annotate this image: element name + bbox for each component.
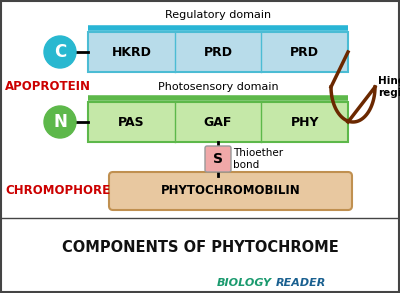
- Text: Photosensory domain: Photosensory domain: [158, 82, 278, 92]
- Text: Regulatory domain: Regulatory domain: [165, 10, 271, 20]
- Text: CHROMOPHORE: CHROMOPHORE: [5, 185, 110, 197]
- Text: HKRD: HKRD: [111, 45, 151, 59]
- Text: BIOLOGY: BIOLOGY: [217, 278, 272, 288]
- Circle shape: [44, 36, 76, 68]
- Text: S: S: [213, 152, 223, 166]
- Text: PHYTOCHROMOBILIN: PHYTOCHROMOBILIN: [161, 185, 300, 197]
- Text: PRD: PRD: [204, 45, 232, 59]
- Text: APOPROTEIN: APOPROTEIN: [5, 81, 91, 93]
- Text: C: C: [54, 43, 66, 61]
- Text: PHY: PHY: [290, 115, 319, 129]
- Circle shape: [44, 106, 76, 138]
- FancyBboxPatch shape: [88, 102, 348, 142]
- FancyBboxPatch shape: [205, 146, 231, 172]
- Text: Hinge
region: Hinge region: [378, 76, 400, 98]
- Text: PAS: PAS: [118, 115, 145, 129]
- FancyBboxPatch shape: [109, 172, 352, 210]
- Text: READER: READER: [276, 278, 326, 288]
- Text: COMPONENTS OF PHYTOCHROME: COMPONENTS OF PHYTOCHROME: [62, 240, 338, 255]
- FancyBboxPatch shape: [88, 32, 348, 72]
- Text: Thioether
bond: Thioether bond: [233, 148, 283, 170]
- Text: N: N: [53, 113, 67, 131]
- Text: PRD: PRD: [290, 45, 319, 59]
- Text: GAF: GAF: [204, 115, 232, 129]
